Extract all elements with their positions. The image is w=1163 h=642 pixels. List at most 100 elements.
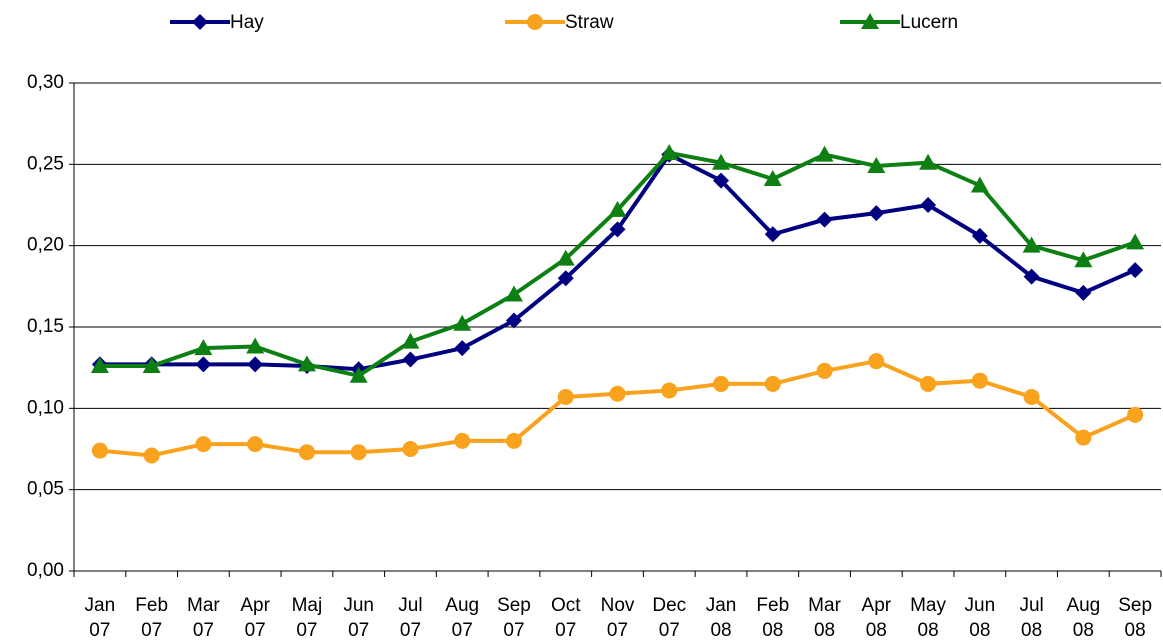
marker [763, 169, 782, 186]
x-tick-label: Apr [862, 595, 892, 616]
marker [868, 205, 885, 222]
marker [143, 447, 160, 464]
marker [609, 221, 626, 238]
marker [1074, 251, 1093, 268]
marker [247, 436, 264, 453]
marker [712, 153, 731, 170]
marker [1023, 388, 1040, 405]
marker [91, 442, 108, 459]
marker [556, 249, 575, 266]
x-tick-label: Nov [601, 595, 635, 616]
marker [713, 172, 730, 189]
x-tick-label: 07 [141, 620, 162, 641]
marker [609, 385, 626, 402]
y-tick-label: 0,15 [27, 316, 64, 337]
x-tick-label: Mar [187, 595, 220, 616]
marker [868, 353, 885, 370]
marker [919, 153, 938, 170]
marker [246, 337, 265, 354]
marker [660, 143, 679, 160]
marker [920, 375, 937, 392]
marker [505, 432, 522, 449]
marker [192, 14, 208, 30]
x-tick-label: Aug [1066, 595, 1100, 616]
marker [764, 375, 781, 392]
marker [557, 270, 574, 287]
marker [194, 339, 213, 356]
marker [297, 355, 316, 372]
marker [527, 14, 543, 30]
y-tick-label: 0,25 [27, 153, 64, 174]
marker [402, 441, 419, 457]
x-tick-label: 07 [555, 620, 576, 641]
x-tick-label: 08 [814, 620, 835, 641]
x-tick-label: 08 [969, 620, 990, 641]
marker [505, 312, 522, 329]
marker [90, 357, 109, 374]
x-tick-label: May [910, 595, 946, 616]
marker [298, 444, 315, 461]
x-tick-label: 07 [659, 620, 680, 641]
x-tick-label: 07 [89, 620, 110, 641]
marker [920, 197, 937, 213]
marker [861, 13, 879, 29]
marker [971, 372, 988, 389]
x-tick-label: 08 [1125, 620, 1146, 641]
marker [454, 340, 471, 357]
x-tick-label: Dec [652, 595, 686, 616]
marker [713, 375, 730, 392]
y-tick-label: 0,05 [27, 479, 64, 500]
x-tick-label: Apr [240, 595, 270, 616]
x-tick-label: Jan [85, 595, 116, 616]
x-tick-label: 07 [400, 620, 421, 641]
marker [815, 145, 834, 162]
x-tick-label: 07 [296, 620, 317, 641]
x-tick-label: 08 [762, 620, 783, 641]
legend-label: Lucern [900, 12, 958, 33]
marker [1127, 406, 1144, 423]
y-tick-label: 0,30 [27, 72, 64, 93]
marker [557, 388, 574, 405]
marker [1075, 284, 1092, 301]
x-tick-label: 07 [503, 620, 524, 641]
x-tick-label: Feb [756, 595, 789, 616]
y-tick-label: 0,20 [27, 235, 64, 256]
marker [1023, 268, 1040, 285]
x-tick-label: 08 [866, 620, 887, 641]
marker [1127, 262, 1144, 279]
x-tick-label: 08 [918, 620, 939, 641]
marker [401, 332, 420, 349]
marker [195, 436, 212, 453]
x-tick-label: 08 [1073, 620, 1094, 641]
marker [1022, 236, 1041, 253]
marker [970, 176, 989, 193]
marker [971, 227, 988, 244]
marker [454, 432, 471, 449]
x-tick-label: Jul [398, 595, 422, 616]
marker [195, 356, 212, 373]
x-tick-label: 07 [348, 620, 369, 641]
marker [661, 382, 678, 399]
x-tick-label: 07 [452, 620, 473, 641]
marker [142, 357, 161, 374]
marker [816, 362, 833, 379]
marker [402, 351, 419, 368]
marker [504, 285, 523, 302]
x-tick-label: 08 [1021, 620, 1042, 641]
x-tick-label: 08 [710, 620, 731, 641]
y-tick-label: 0,10 [27, 397, 64, 418]
marker [349, 366, 368, 383]
x-tick-label: Jul [1019, 595, 1043, 616]
x-tick-label: Oct [551, 595, 581, 616]
x-tick-label: Sep [497, 595, 531, 616]
legend-label: Straw [565, 12, 614, 33]
marker [1126, 233, 1145, 250]
x-tick-label: 07 [245, 620, 266, 641]
x-tick-label: Sep [1118, 595, 1152, 616]
marker [867, 156, 886, 173]
x-tick-label: Jun [343, 595, 374, 616]
x-tick-label: 07 [193, 620, 214, 641]
legend-label: Hay [230, 12, 264, 33]
x-tick-label: Feb [135, 595, 168, 616]
marker [1075, 429, 1092, 446]
